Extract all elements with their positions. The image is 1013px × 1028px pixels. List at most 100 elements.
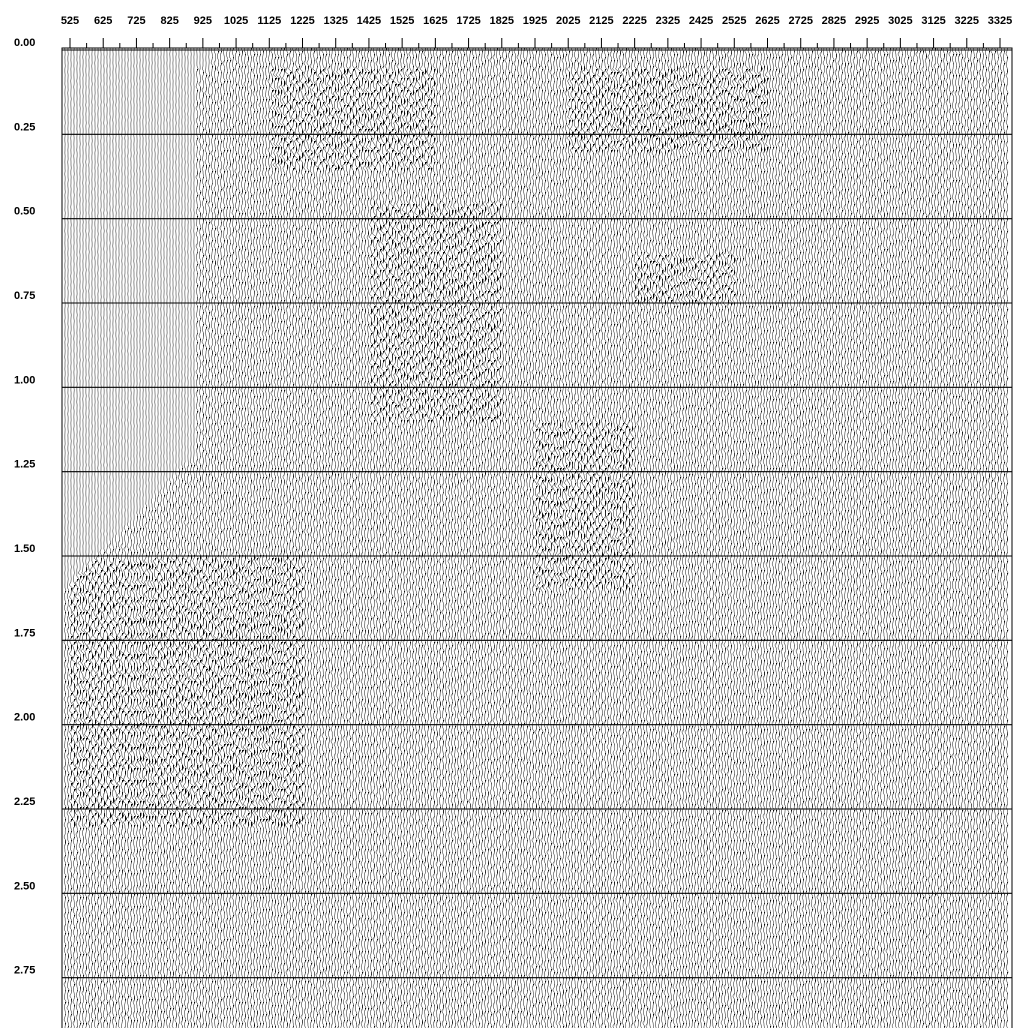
trace [254, 47, 260, 1028]
trace [665, 47, 671, 1028]
trace-fill [419, 51, 422, 1026]
trace [371, 47, 377, 1028]
trace-wiggle [113, 47, 119, 1028]
trace [828, 48, 832, 1028]
trace-fill [272, 48, 275, 1028]
x-tick-label: 3225 [955, 15, 979, 27]
trace-wiggle [464, 47, 470, 1028]
trace [281, 47, 287, 1028]
trace-wiggle [365, 47, 371, 1028]
trace [542, 47, 548, 1028]
trace-fill [800, 48, 802, 1023]
trace [957, 47, 961, 1028]
trace-wiggle [566, 47, 572, 1028]
trace-fill [278, 57, 281, 1017]
trace [221, 47, 227, 1028]
trace-wiggle [275, 47, 281, 1028]
trace-wiggle [528, 47, 532, 1028]
trace [350, 47, 356, 1028]
trace [155, 47, 161, 1028]
trace [269, 47, 275, 1028]
trace [215, 47, 221, 1028]
trace-fill [515, 48, 517, 1020]
trace-fill [575, 60, 578, 1023]
trace [563, 48, 569, 1028]
trace-wiggle [584, 47, 590, 1028]
trace-fill [692, 51, 695, 1023]
trace [662, 47, 668, 1028]
trace [825, 47, 829, 1028]
trace [314, 47, 320, 1028]
trace-wiggle [155, 47, 161, 1028]
trace-fill [839, 54, 841, 1020]
trace [452, 47, 458, 1028]
trace-wiggle [131, 47, 137, 1028]
trace [707, 47, 713, 1028]
trace [641, 47, 647, 1028]
trace-wiggle [716, 47, 722, 1028]
trace-fill [248, 57, 251, 1020]
trace-wiggle [134, 48, 140, 1028]
trace-fill [467, 48, 470, 1023]
trace [311, 47, 317, 1028]
trace-fill [461, 48, 464, 1028]
trace [858, 47, 862, 1028]
trace [656, 47, 662, 1028]
trace [507, 47, 511, 1028]
trace [734, 47, 740, 1028]
trace [68, 47, 74, 1028]
trace [617, 47, 623, 1028]
trace [789, 48, 793, 1028]
trace [446, 47, 452, 1028]
trace-wiggle [71, 47, 77, 1028]
trace-fill [485, 48, 488, 1023]
trace [122, 47, 128, 1028]
trace [479, 47, 485, 1028]
trace-fill [809, 57, 811, 1017]
trace-wiggle [161, 48, 167, 1028]
trace-wiggle [302, 47, 308, 1028]
trace-fill [797, 63, 799, 1026]
trace-wiggle [74, 47, 80, 1028]
trace [290, 47, 296, 1028]
trace-wiggle [356, 47, 362, 1028]
x-tick-label: 1825 [490, 15, 514, 27]
trace [485, 47, 491, 1028]
trace [671, 47, 677, 1028]
trace [170, 48, 176, 1028]
trace-fill [215, 60, 218, 1020]
trace [320, 47, 326, 1028]
trace-fill [995, 51, 997, 1026]
trace-wiggle [473, 47, 479, 1028]
trace-wiggle [710, 47, 716, 1028]
trace-wiggle [683, 47, 689, 1028]
trace-wiggle [861, 47, 865, 1028]
trace-wiggle [86, 47, 92, 1028]
trace-wiggle [581, 47, 587, 1028]
trace-wiggle [278, 47, 284, 1028]
trace-fill [161, 495, 164, 1028]
trace [167, 47, 173, 1028]
trace-wiggle [864, 47, 868, 1028]
trace-fill [413, 57, 416, 1020]
trace-fill [659, 48, 662, 1023]
trace-wiggle [813, 47, 817, 1028]
trace-wiggle [188, 48, 194, 1028]
trace-wiggle [101, 47, 107, 1028]
trace-wiggle [900, 47, 904, 1028]
trace-fill [527, 51, 529, 1028]
trace [230, 47, 236, 1028]
trace [491, 47, 497, 1028]
trace [1002, 47, 1006, 1028]
trace-wiggle [254, 47, 260, 1028]
trace-fill [74, 585, 77, 1023]
y-tick-label: 1.75 [14, 627, 35, 639]
trace-fill [890, 48, 892, 1026]
trace-wiggle [137, 47, 143, 1028]
trace-wiggle [548, 47, 554, 1028]
trace-fill [653, 57, 656, 1017]
trace [416, 47, 422, 1028]
trace [191, 47, 197, 1028]
trace-wiggle [341, 47, 347, 1028]
